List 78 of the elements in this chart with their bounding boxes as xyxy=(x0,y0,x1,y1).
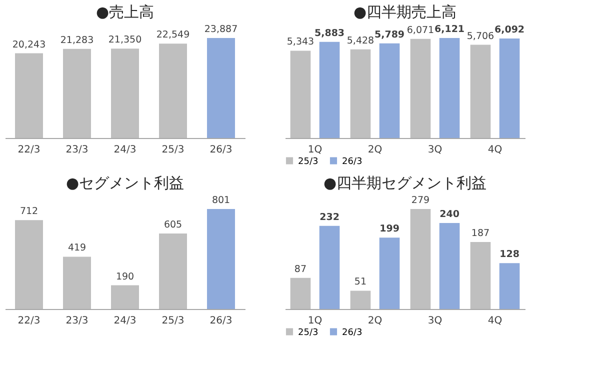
bar xyxy=(111,48,139,138)
data-label: 190 xyxy=(116,271,134,282)
bar xyxy=(159,233,187,309)
bar xyxy=(410,209,431,309)
x-tick-label: 23/3 xyxy=(66,316,88,326)
data-label: 6,092 xyxy=(494,24,525,36)
bar xyxy=(379,43,400,138)
data-label: 240 xyxy=(440,208,460,220)
bar xyxy=(111,285,139,309)
data-label: 22,549 xyxy=(156,30,190,41)
chart-title: ●売上高 xyxy=(96,3,154,21)
bar xyxy=(207,209,235,309)
data-label: 128 xyxy=(500,249,520,260)
bar xyxy=(290,278,311,309)
data-label: 51 xyxy=(354,276,367,288)
data-label: 20,243 xyxy=(12,39,46,50)
data-label: 605 xyxy=(164,219,182,230)
legend-label: 25/3 xyxy=(298,328,318,338)
bar xyxy=(350,290,371,309)
x-tick-label: 26/3 xyxy=(210,316,232,326)
chart-title: ●セグメント利益 xyxy=(66,174,184,192)
legend-label: 26/3 xyxy=(342,328,362,338)
x-tick-label: 25/3 xyxy=(162,316,184,326)
data-label: 87 xyxy=(294,264,307,275)
data-label: 5,343 xyxy=(286,36,314,48)
x-tick-label: 22/3 xyxy=(18,144,40,156)
x-tick-label: 1Q xyxy=(308,316,322,326)
bar xyxy=(499,263,520,309)
data-label: 5,428 xyxy=(346,35,374,46)
x-tick-label: 26/3 xyxy=(210,144,232,156)
x-tick-label: 4Q xyxy=(488,144,502,156)
data-label: 21,283 xyxy=(60,34,94,46)
data-label: 187 xyxy=(471,228,490,239)
legend-label: 25/3 xyxy=(298,156,318,167)
bar xyxy=(379,238,400,309)
data-label: 23,887 xyxy=(204,24,238,35)
bar xyxy=(63,48,91,138)
chart-title: ●四半期売上高 xyxy=(353,3,457,21)
bar xyxy=(319,226,340,309)
bar xyxy=(319,42,340,138)
x-tick-label: 25/3 xyxy=(162,144,184,156)
data-label: 6,071 xyxy=(406,24,434,36)
bar xyxy=(470,44,491,138)
bar xyxy=(439,222,460,309)
bar xyxy=(207,38,235,138)
bar xyxy=(15,53,43,138)
data-label: 801 xyxy=(212,195,230,206)
x-tick-label: 2Q xyxy=(368,144,382,156)
x-tick-label: 1Q xyxy=(308,144,322,156)
x-tick-label: 3Q xyxy=(428,316,442,326)
chart-title: ●四半期セグメント利益 xyxy=(323,174,487,192)
bar xyxy=(290,50,311,138)
x-tick-label: 4Q xyxy=(488,316,502,326)
data-label: 5,883 xyxy=(314,28,345,39)
data-label: 419 xyxy=(68,242,86,254)
legend-label: 26/3 xyxy=(342,156,362,167)
data-label: 712 xyxy=(20,206,38,218)
x-tick-label: 3Q xyxy=(428,144,442,156)
bar xyxy=(499,38,520,138)
data-label: 6,121 xyxy=(434,24,465,35)
data-label: 21,350 xyxy=(108,34,142,46)
x-tick-label: 24/3 xyxy=(114,144,136,156)
data-label: 199 xyxy=(380,224,400,235)
data-label: 232 xyxy=(320,212,340,223)
data-label: 5,706 xyxy=(466,30,494,42)
x-tick-label: 22/3 xyxy=(18,316,40,326)
data-label: 279 xyxy=(411,195,430,206)
bar xyxy=(15,220,43,309)
x-tick-label: 23/3 xyxy=(66,144,88,156)
x-tick-label: 2Q xyxy=(368,316,382,326)
data-label: 5,789 xyxy=(374,29,405,40)
bar xyxy=(63,256,91,309)
bar xyxy=(470,242,491,309)
bar xyxy=(410,38,431,138)
bar xyxy=(159,44,187,138)
bar xyxy=(350,49,371,138)
bar xyxy=(439,38,460,138)
x-tick-label: 24/3 xyxy=(114,316,136,326)
